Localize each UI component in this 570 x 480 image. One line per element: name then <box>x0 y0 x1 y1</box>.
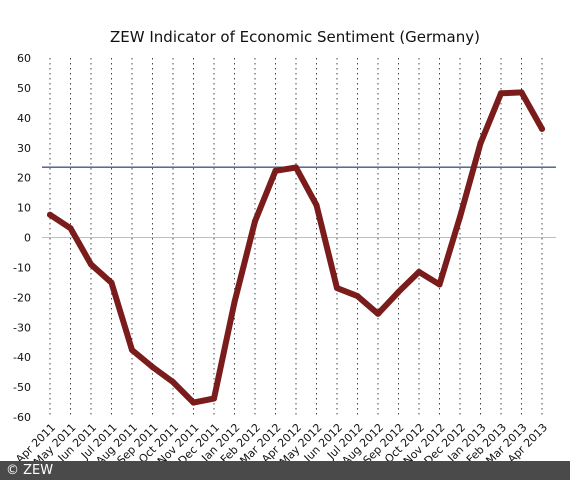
data-point <box>272 167 279 174</box>
data-point <box>129 346 135 353</box>
y-axis-ticks: 60 50 40 30 20 10 0 -10 -20 -30 -40 -50 -60 <box>13 52 31 424</box>
data-point <box>518 89 525 96</box>
data-point <box>457 213 463 220</box>
data-point <box>477 140 484 147</box>
y-tick-label: -20 <box>13 291 31 304</box>
data-point <box>231 299 238 306</box>
data-point <box>252 218 258 225</box>
data-point <box>293 164 299 171</box>
data-point <box>190 399 197 406</box>
data-point <box>170 378 176 385</box>
y-tick-label: 40 <box>17 112 31 125</box>
y-tick-label: -60 <box>13 411 31 424</box>
data-point <box>88 261 94 268</box>
series-layer <box>47 89 545 406</box>
y-tick-label: -50 <box>13 381 31 394</box>
y-tick-label: -10 <box>13 261 31 274</box>
y-tick-label: 30 <box>17 142 31 155</box>
data-point <box>395 288 402 295</box>
data-point <box>354 293 361 300</box>
data-point <box>47 211 53 218</box>
data-point <box>416 268 422 275</box>
y-tick-label: 20 <box>17 172 31 185</box>
data-point <box>498 90 504 97</box>
y-tick-label: 50 <box>17 82 31 95</box>
data-point <box>539 125 545 132</box>
data-point <box>334 285 340 292</box>
y-tick-label: 10 <box>17 202 31 215</box>
data-point <box>375 310 381 317</box>
y-tick-label: -30 <box>13 321 31 334</box>
copyright-text: © ZEW <box>6 463 54 478</box>
data-point <box>313 202 320 209</box>
data-point <box>149 364 156 371</box>
chart-title: ZEW Indicator of Economic Sentiment (Ger… <box>110 28 480 46</box>
data-point <box>108 279 115 286</box>
y-tick-label: 0 <box>24 232 31 245</box>
data-point <box>436 281 443 288</box>
data-point <box>67 225 74 232</box>
copyright-bar: © ZEW <box>0 461 570 480</box>
y-tick-label: -40 <box>13 351 31 364</box>
data-point <box>211 395 217 402</box>
y-tick-label: 60 <box>17 52 31 65</box>
